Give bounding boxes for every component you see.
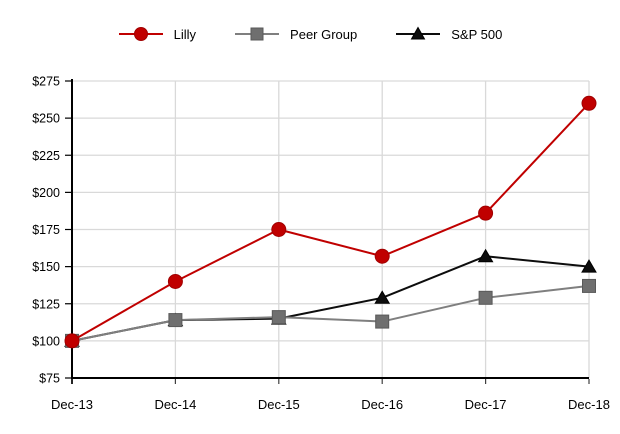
square-data-marker <box>271 310 286 325</box>
y-tick-label: $250 <box>32 112 60 126</box>
x-tick-label: Dec-18 <box>568 397 610 412</box>
series-line-lilly <box>71 102 590 342</box>
y-tick-label: $200 <box>32 186 60 200</box>
circle-data-marker <box>64 333 80 349</box>
lilly-circle-marker-icon <box>118 27 163 41</box>
square-data-marker <box>478 290 493 305</box>
y-tick-label: $150 <box>32 260 60 274</box>
circle-data-marker <box>374 248 390 264</box>
legend-label-lilly: Lilly <box>173 26 197 42</box>
square-data-marker <box>375 314 390 329</box>
x-tick-label: Dec-13 <box>51 397 93 412</box>
legend-item-lilly: Lilly <box>118 26 196 42</box>
x-tick-label: Dec-16 <box>361 397 403 412</box>
triangle-data-marker <box>581 259 597 273</box>
series-line-s-p-500 <box>71 255 590 342</box>
legend-label-peer-group: Peer Group <box>290 26 358 42</box>
legend-item-peer-group: Peer Group <box>234 26 357 42</box>
circle-data-marker <box>581 95 597 111</box>
y-tick-label: $75 <box>39 372 60 386</box>
square-data-marker <box>582 278 596 293</box>
y-tick-label: $100 <box>32 334 60 348</box>
y-tick-label: $225 <box>32 149 60 163</box>
y-tick-label: $125 <box>32 297 60 311</box>
circle-data-marker <box>271 222 287 237</box>
legend-label-sp500: S&P 500 <box>451 26 503 42</box>
x-tick-label: Dec-15 <box>258 397 300 412</box>
legend-item-sp500: S&P 500 <box>395 26 502 42</box>
x-tick-label: Dec-14 <box>154 397 196 412</box>
triangle-data-marker <box>374 290 391 304</box>
x-tick-label: Dec-17 <box>465 397 507 412</box>
series-line-peer-group <box>71 284 590 342</box>
sp500-triangle-marker-icon <box>396 26 441 40</box>
peer-group-square-marker-icon <box>235 27 280 41</box>
chart-legend: Lilly Peer Group S&P 500 <box>0 26 620 42</box>
square-data-marker <box>168 313 183 328</box>
y-tick-label: $175 <box>32 223 60 237</box>
circle-data-marker <box>478 205 494 221</box>
triangle-data-marker <box>477 248 494 263</box>
circle-data-marker <box>167 273 183 289</box>
y-tick-label: $275 <box>32 75 60 89</box>
